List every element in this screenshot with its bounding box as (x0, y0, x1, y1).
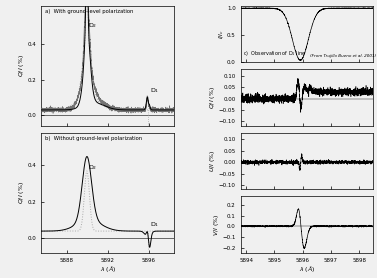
Y-axis label: $U/I$ (%): $U/I$ (%) (208, 150, 218, 172)
Text: D$_2$: D$_2$ (88, 21, 97, 30)
X-axis label: $\lambda$ ($\AA$): $\lambda$ ($\AA$) (100, 264, 116, 274)
Text: D$_1$: D$_1$ (150, 220, 159, 229)
X-axis label: $\lambda$ ($\AA$): $\lambda$ ($\AA$) (299, 264, 315, 274)
Text: (From Trujillo Bueno et al. 2001): (From Trujillo Bueno et al. 2001) (310, 54, 376, 58)
Text: c)  Observation of D$_1$ line: c) Observation of D$_1$ line (243, 49, 307, 58)
Y-axis label: $Q/I$ (%): $Q/I$ (%) (17, 181, 26, 204)
Y-axis label: $I/I_c$: $I/I_c$ (217, 29, 225, 39)
Text: D$_1$: D$_1$ (150, 86, 159, 95)
Text: a)  With ground-level polarization: a) With ground-level polarization (46, 9, 134, 14)
Y-axis label: $Q/I$ (%): $Q/I$ (%) (17, 54, 26, 77)
Text: b)  Without ground-level polarization: b) Without ground-level polarization (46, 136, 143, 141)
Y-axis label: $V/I$ (%): $V/I$ (%) (212, 214, 221, 236)
Text: D$_2$: D$_2$ (88, 163, 97, 172)
Y-axis label: $Q/I$ (%): $Q/I$ (%) (208, 86, 218, 109)
